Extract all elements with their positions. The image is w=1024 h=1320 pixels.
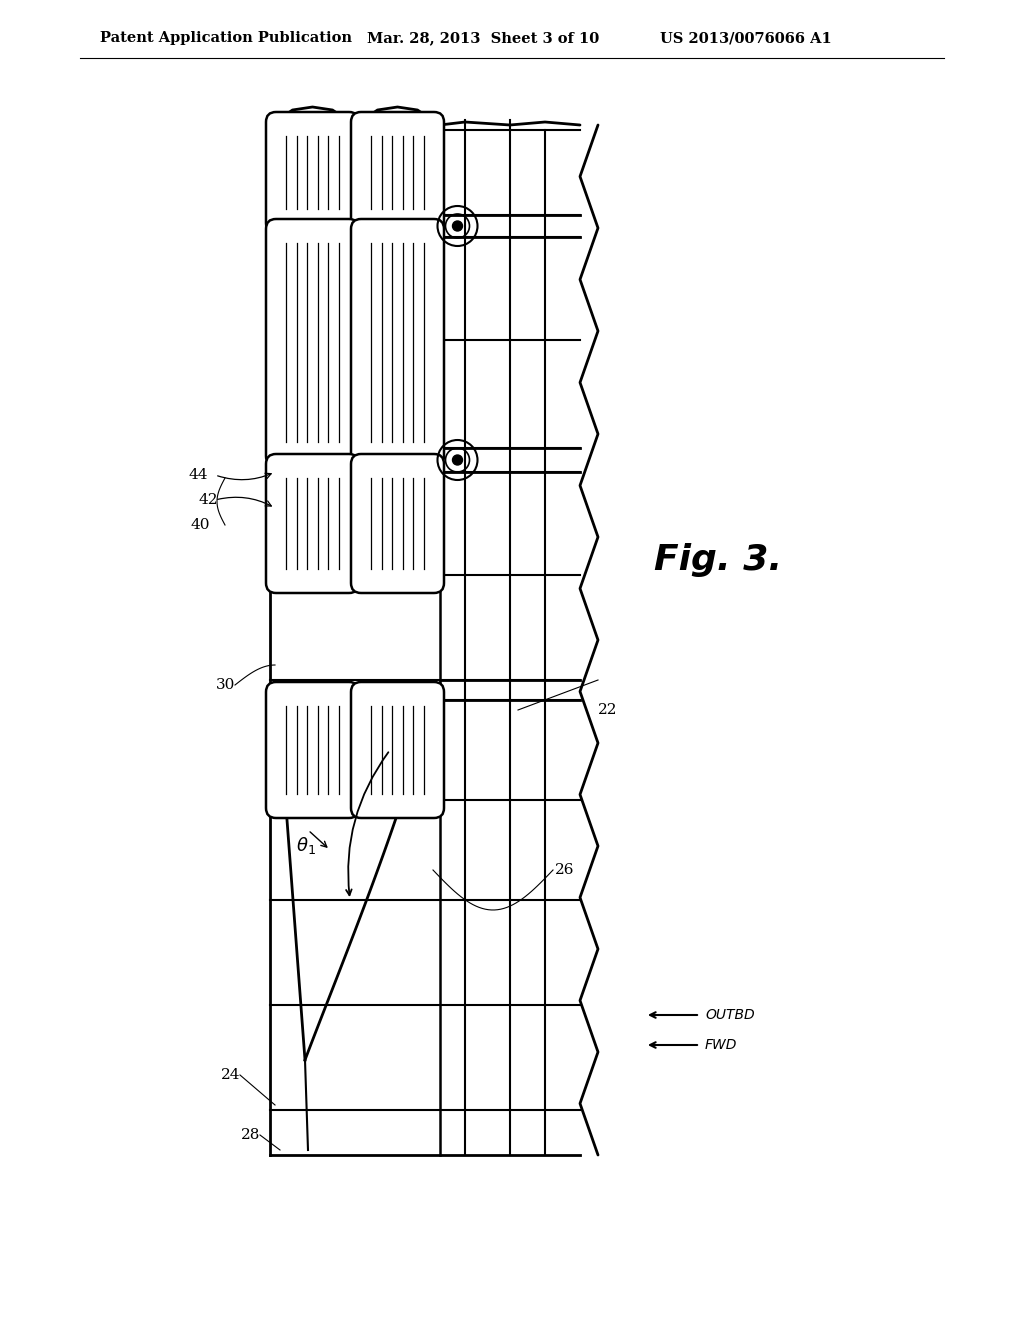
Text: $\theta_1$: $\theta_1$: [296, 834, 315, 855]
Text: 26: 26: [555, 863, 574, 876]
Text: OUTBD: OUTBD: [705, 1008, 755, 1022]
FancyBboxPatch shape: [266, 112, 359, 234]
Text: Patent Application Publication: Patent Application Publication: [100, 30, 352, 45]
FancyBboxPatch shape: [351, 219, 444, 466]
FancyBboxPatch shape: [351, 454, 444, 593]
Circle shape: [453, 220, 463, 231]
Text: 28: 28: [241, 1129, 260, 1142]
FancyBboxPatch shape: [266, 682, 359, 818]
Circle shape: [453, 455, 463, 465]
Text: 40: 40: [190, 517, 210, 532]
FancyBboxPatch shape: [351, 112, 444, 234]
FancyBboxPatch shape: [266, 454, 359, 593]
Text: 44: 44: [188, 469, 208, 482]
Text: 30: 30: [216, 678, 234, 692]
FancyBboxPatch shape: [266, 219, 359, 466]
Text: FWD: FWD: [705, 1038, 737, 1052]
Text: 42: 42: [199, 492, 218, 507]
Text: Mar. 28, 2013  Sheet 3 of 10: Mar. 28, 2013 Sheet 3 of 10: [367, 30, 599, 45]
FancyBboxPatch shape: [351, 682, 444, 818]
Text: 22: 22: [598, 704, 617, 717]
Text: US 2013/0076066 A1: US 2013/0076066 A1: [660, 30, 831, 45]
Text: 24: 24: [220, 1068, 240, 1082]
Text: Fig. 3.: Fig. 3.: [654, 543, 782, 577]
